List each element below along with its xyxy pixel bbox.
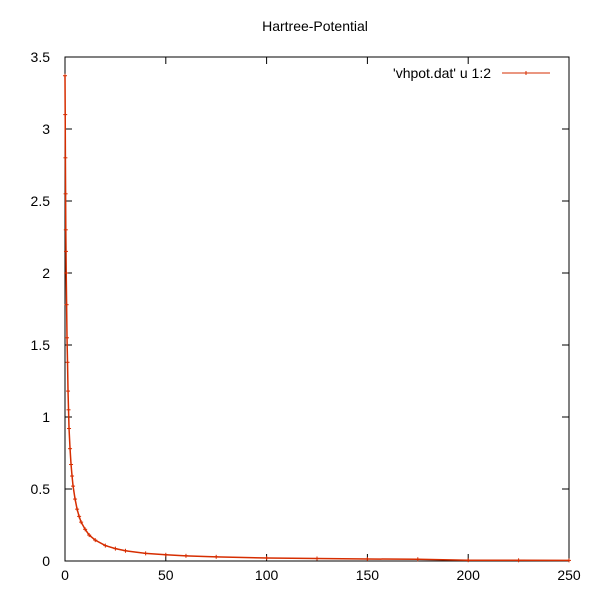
data-point (68, 446, 73, 451)
data-point (70, 474, 75, 479)
data-point (415, 557, 420, 562)
x-tick-label: 150 (356, 567, 380, 583)
axis-tick-labels: 0 50 100 150 200 250 0 0.5 1 1.5 2 2.5 3 3.5 (31, 49, 581, 583)
x-tick-label: 200 (457, 567, 481, 583)
x-tick-label: 250 (557, 567, 581, 583)
data-point (69, 462, 74, 467)
data-point (365, 556, 370, 561)
data-point (163, 552, 168, 557)
legend-marker (524, 71, 528, 75)
data-point (65, 360, 70, 365)
data-point (516, 558, 521, 563)
y-tick-label: 3.5 (31, 49, 51, 65)
data-point (113, 546, 118, 551)
y-tick-label: 0.5 (31, 481, 51, 497)
plot-frame (64, 56, 570, 562)
data-point (143, 551, 148, 556)
x-tick-label: 50 (158, 567, 174, 583)
data-point (63, 73, 67, 78)
data-point (567, 558, 571, 563)
data-point (123, 548, 128, 553)
data-point (64, 249, 69, 254)
legend: 'vhpot.dat' u 1:2 (393, 65, 550, 81)
y-tick-label: 2 (42, 265, 50, 281)
data-point (66, 389, 71, 394)
y-tick-label: 2.5 (31, 193, 51, 209)
y-tick-label: 0 (42, 553, 50, 569)
x-tick-label: 0 (61, 567, 69, 583)
y-tick-label: 3 (42, 121, 50, 137)
data-point (63, 191, 68, 196)
data-point (87, 533, 92, 538)
data-point (66, 407, 71, 412)
data-point (67, 426, 72, 431)
data-point (183, 553, 188, 558)
data-point (264, 555, 269, 560)
axis-ticks (64, 56, 570, 562)
data-point (64, 271, 69, 275)
data-point (73, 497, 78, 502)
data-point (214, 554, 219, 559)
data-point (93, 538, 98, 543)
data-point (71, 484, 76, 489)
data-point (466, 558, 471, 563)
data-point (75, 507, 80, 512)
y-tick-label: 1.5 (31, 337, 51, 353)
data-point (315, 556, 319, 561)
data-point (65, 335, 70, 340)
data-point (77, 514, 82, 519)
data-point (63, 112, 68, 117)
series-line (64, 75, 570, 562)
data-point (79, 520, 84, 525)
legend-label: 'vhpot.dat' u 1:2 (393, 65, 491, 81)
x-tick-label: 100 (255, 567, 279, 583)
data-point (63, 155, 68, 160)
data-point (63, 227, 68, 232)
data-point (64, 302, 69, 307)
series-layer (63, 73, 571, 563)
data-point (83, 527, 88, 532)
y-tick-label: 1 (42, 409, 50, 425)
data-point (103, 543, 108, 548)
chart-title: Hartree-Potential (262, 18, 368, 34)
